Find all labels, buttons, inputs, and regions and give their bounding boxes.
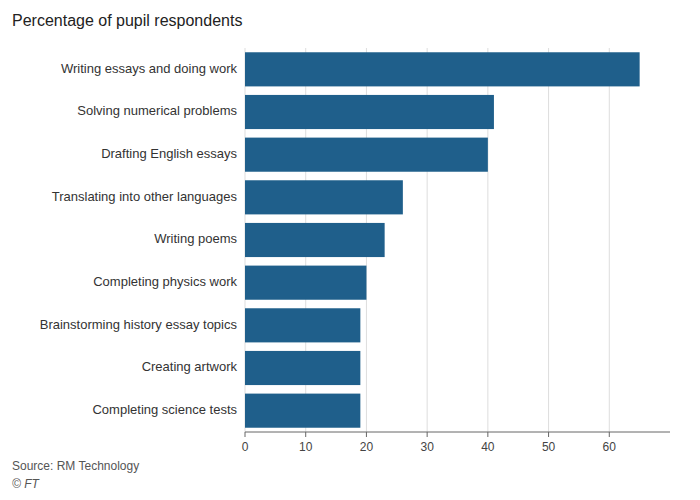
tick-mark bbox=[245, 432, 246, 437]
category-label: Brainstorming history essay topics bbox=[40, 317, 238, 332]
tick-label: 20 bbox=[360, 440, 374, 454]
tick-label: 0 bbox=[242, 440, 249, 454]
tick-label: 40 bbox=[481, 440, 495, 454]
category-label: Translating into other languages bbox=[52, 189, 238, 204]
title: Percentage of pupil respondents bbox=[12, 12, 242, 29]
category-label: Writing essays and doing work bbox=[61, 61, 238, 76]
grid bbox=[245, 48, 609, 432]
category-label: Completing science tests bbox=[92, 402, 237, 417]
annotation: Source: RM Technology bbox=[12, 459, 139, 473]
tick-mark bbox=[427, 432, 428, 437]
category-label: Writing poems bbox=[154, 231, 237, 246]
tick-mark bbox=[487, 432, 488, 437]
bar bbox=[245, 351, 360, 385]
tick-label: 30 bbox=[420, 440, 434, 454]
category-label: Completing physics work bbox=[93, 274, 237, 289]
bar bbox=[245, 308, 360, 342]
x-axis: 0 10 20 30 40 50 60 bbox=[242, 432, 670, 454]
annotation: © FT bbox=[12, 477, 41, 491]
tick-mark bbox=[609, 432, 610, 437]
y-axis: Completing science tests Creating artwork… bbox=[40, 61, 238, 417]
tick-label: 50 bbox=[542, 440, 556, 454]
bar bbox=[245, 138, 488, 172]
tick-mark bbox=[366, 432, 367, 437]
tick-label: 10 bbox=[299, 440, 313, 454]
bar bbox=[245, 180, 403, 214]
annotations: Source: RM Technology © FT bbox=[12, 459, 139, 491]
category-label: Solving numerical problems bbox=[77, 103, 237, 118]
bar bbox=[245, 52, 640, 86]
bar bbox=[245, 95, 494, 129]
tick-mark bbox=[548, 432, 549, 437]
category-label: Drafting English essays bbox=[101, 146, 237, 161]
category-label: Creating artwork bbox=[142, 359, 238, 374]
axis-line bbox=[245, 432, 670, 433]
tick-mark bbox=[305, 432, 306, 437]
bar bbox=[245, 394, 360, 428]
grid-line bbox=[609, 48, 610, 432]
bars bbox=[245, 52, 640, 427]
bar bbox=[245, 266, 366, 300]
chart: Percentage of pupil respondents 0 10 20 30 40… bbox=[0, 0, 700, 500]
tick-label: 60 bbox=[603, 440, 617, 454]
grid-line bbox=[548, 48, 549, 432]
chart-container: Percentage of pupil respondents 0 10 20 30 40… bbox=[0, 0, 700, 500]
bar bbox=[245, 223, 385, 257]
